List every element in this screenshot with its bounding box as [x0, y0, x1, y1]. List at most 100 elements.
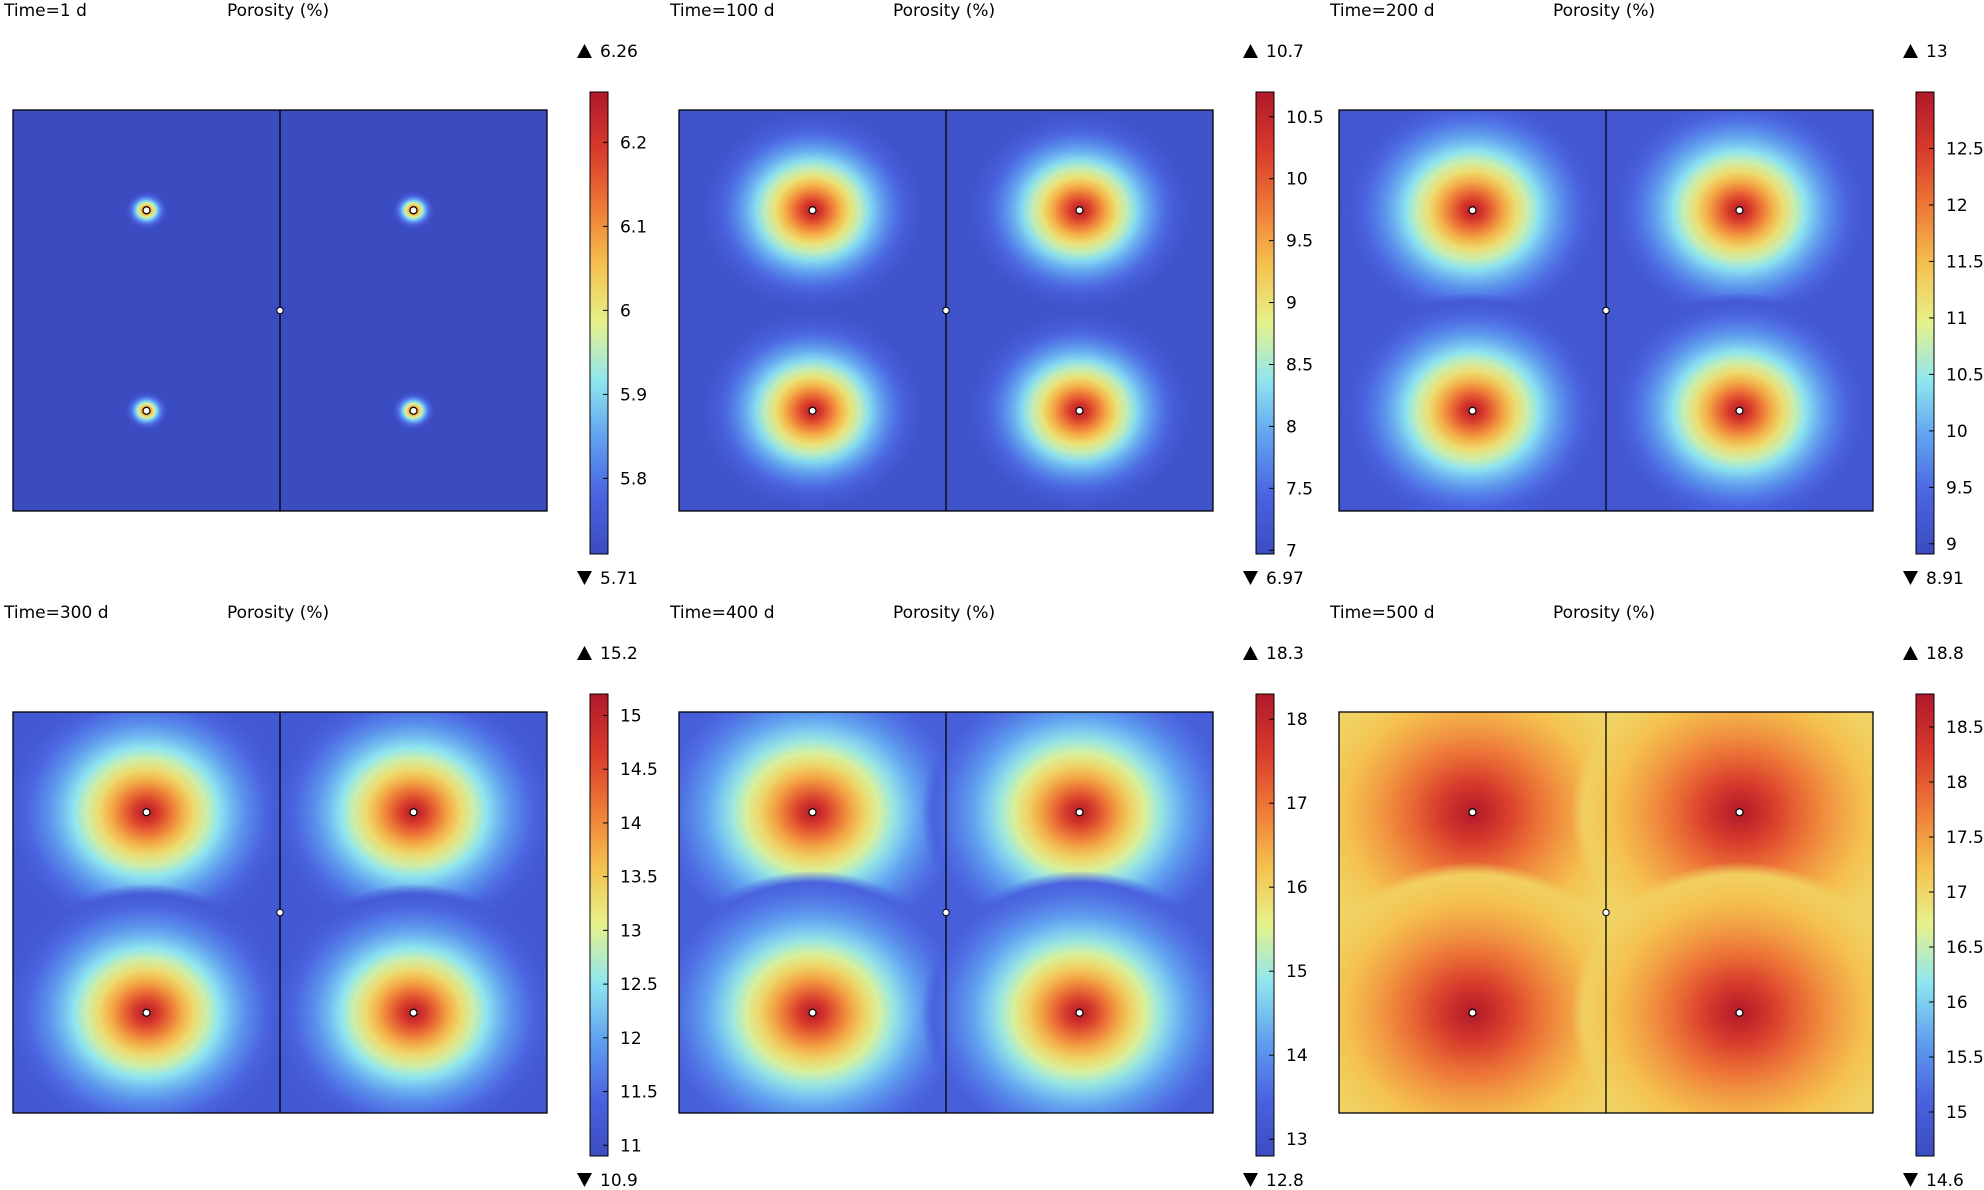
plot-title: Porosity (%) — [1553, 1, 1655, 21]
min-value: 12.8 — [1266, 1171, 1304, 1190]
well-marker-2 — [1735, 808, 1744, 817]
time-label: Time=300 d — [3, 603, 109, 623]
well-marker-3 — [1468, 406, 1477, 415]
plot-title: Porosity (%) — [893, 603, 995, 623]
max-value: 18.3 — [1266, 644, 1304, 664]
porosity-halo-4 — [1607, 292, 1872, 511]
colorbar-tick-label: 17 — [1946, 883, 1968, 903]
colorbar-tick-label: 13 — [620, 921, 642, 941]
well-marker-4 — [409, 1008, 418, 1017]
max-triangle-icon — [577, 44, 592, 58]
well-marker-2 — [1735, 206, 1744, 215]
max-triangle-icon — [577, 646, 592, 660]
panel-1: Time=1 d Porosity (%) 5.8 5.9 6 6.1 6.2 6.26 5.7… — [3, 1, 647, 589]
center-point — [276, 908, 284, 917]
colorbar-tick-label: 15.5 — [1946, 1048, 1984, 1068]
colorbar — [1255, 91, 1275, 555]
plot-frame — [678, 711, 1214, 1114]
center-point — [1602, 306, 1610, 315]
well-marker-1 — [142, 206, 151, 215]
well-marker-4 — [1075, 1008, 1084, 1017]
colorbar-tick-label: 15 — [1946, 1103, 1968, 1123]
plot-title: Porosity (%) — [893, 1, 995, 21]
colorbar-tick-label: 16 — [1946, 993, 1968, 1013]
well-marker-4 — [1075, 406, 1084, 415]
porosity-halo-3 — [13, 883, 291, 1113]
max-value: 6.26 — [600, 42, 638, 62]
well-marker-4 — [409, 406, 418, 415]
colorbar-tick-label: 11.5 — [1946, 252, 1984, 272]
max-triangle-icon — [1243, 44, 1258, 58]
time-label: Time=100 d — [669, 1, 775, 21]
porosity-halo-4 — [920, 870, 1213, 1113]
time-label: Time=400 d — [669, 603, 775, 623]
colorbar-tick-label: 8.5 — [1286, 355, 1313, 375]
colorbar — [589, 693, 609, 1157]
porosity-halo-4 — [1570, 862, 1873, 1113]
min-triangle-icon — [1903, 571, 1918, 585]
colorbar-tick-label: 18.5 — [1946, 718, 1984, 738]
min-value: 10.9 — [600, 1171, 638, 1190]
well-marker-1 — [1468, 808, 1477, 817]
plot-title: Porosity (%) — [227, 1, 329, 21]
center-point — [276, 306, 284, 315]
panel-6: Time=500 d Porosity (%) 15 15.5 16 16.5 17 17.5… — [1329, 603, 1984, 1190]
colorbar-tick-label: 14 — [1286, 1046, 1308, 1066]
colorbar-tick-label: 9 — [1286, 294, 1297, 314]
center-point — [942, 306, 950, 315]
porosity-halo-3 — [679, 870, 972, 1113]
colorbar — [1915, 693, 1935, 1157]
well-marker-2 — [1075, 808, 1084, 817]
colorbar-tick-label: 5.8 — [620, 469, 647, 489]
max-triangle-icon — [1903, 646, 1918, 660]
well-marker-4 — [1735, 406, 1744, 415]
plot-title: Porosity (%) — [1553, 603, 1655, 623]
colorbar-tick-label: 16.5 — [1946, 938, 1984, 958]
well-marker-1 — [1468, 206, 1477, 215]
panel-3: Time=200 d Porosity (%) 9 9.5 10 10.5 11 11.5 12… — [1329, 1, 1984, 589]
min-triangle-icon — [1903, 1173, 1918, 1187]
colorbar-tick-label: 14 — [620, 814, 642, 834]
time-label: Time=200 d — [1329, 1, 1435, 21]
plot-frame — [1338, 109, 1874, 512]
panel-4: Time=300 d Porosity (%) 11 11.5 12 12.5 13 13.5… — [3, 603, 658, 1190]
colorbar-tick-label: 13.5 — [620, 868, 658, 888]
porosity-halo-2 — [1607, 110, 1872, 329]
colorbar-tick-label: 8 — [1286, 417, 1297, 437]
colorbar-tick-label: 9 — [1946, 535, 1957, 555]
porosity-halo-1 — [13, 712, 291, 942]
colorbar-tick-label: 18 — [1286, 710, 1308, 730]
colorbar-tick-label: 9.5 — [1946, 478, 1973, 498]
min-value: 5.71 — [600, 569, 638, 589]
colorbar-tick-label: 18 — [1946, 773, 1968, 793]
colorbar-tick-label: 17.5 — [1946, 828, 1984, 848]
colorbar-tick-label: 15 — [620, 706, 642, 726]
plot-frame — [678, 109, 1214, 512]
field-sources — [1340, 110, 1872, 511]
plot-frame — [12, 711, 548, 1114]
colorbar-tick-label: 10 — [1946, 422, 1968, 442]
colorbar-tick-label: 6 — [620, 301, 631, 321]
well-marker-2 — [409, 206, 418, 215]
colorbar-tick-label: 10 — [1286, 170, 1308, 190]
colorbar-tick-label: 17 — [1286, 794, 1308, 814]
max-triangle-icon — [1903, 44, 1918, 58]
field-sources — [679, 712, 1213, 1113]
well-marker-2 — [409, 808, 418, 817]
porosity-halo-2 — [269, 712, 547, 942]
min-value: 8.91 — [1926, 569, 1964, 589]
colorbar-tick-label: 6.2 — [620, 133, 647, 153]
center-point — [1602, 908, 1610, 917]
well-marker-3 — [142, 406, 151, 415]
colorbar-tick-label: 14.5 — [620, 760, 658, 780]
max-value: 18.8 — [1926, 644, 1964, 664]
colorbar-tick-label: 10.5 — [1286, 108, 1324, 128]
min-triangle-icon — [1243, 1173, 1258, 1187]
well-marker-1 — [808, 808, 817, 817]
well-marker-4 — [1735, 1008, 1744, 1017]
plot-frame — [1338, 711, 1874, 1114]
min-value: 6.97 — [1266, 569, 1304, 589]
porosity-halo-3 — [1339, 862, 1642, 1113]
colorbar-tick-label: 6.1 — [620, 217, 647, 237]
